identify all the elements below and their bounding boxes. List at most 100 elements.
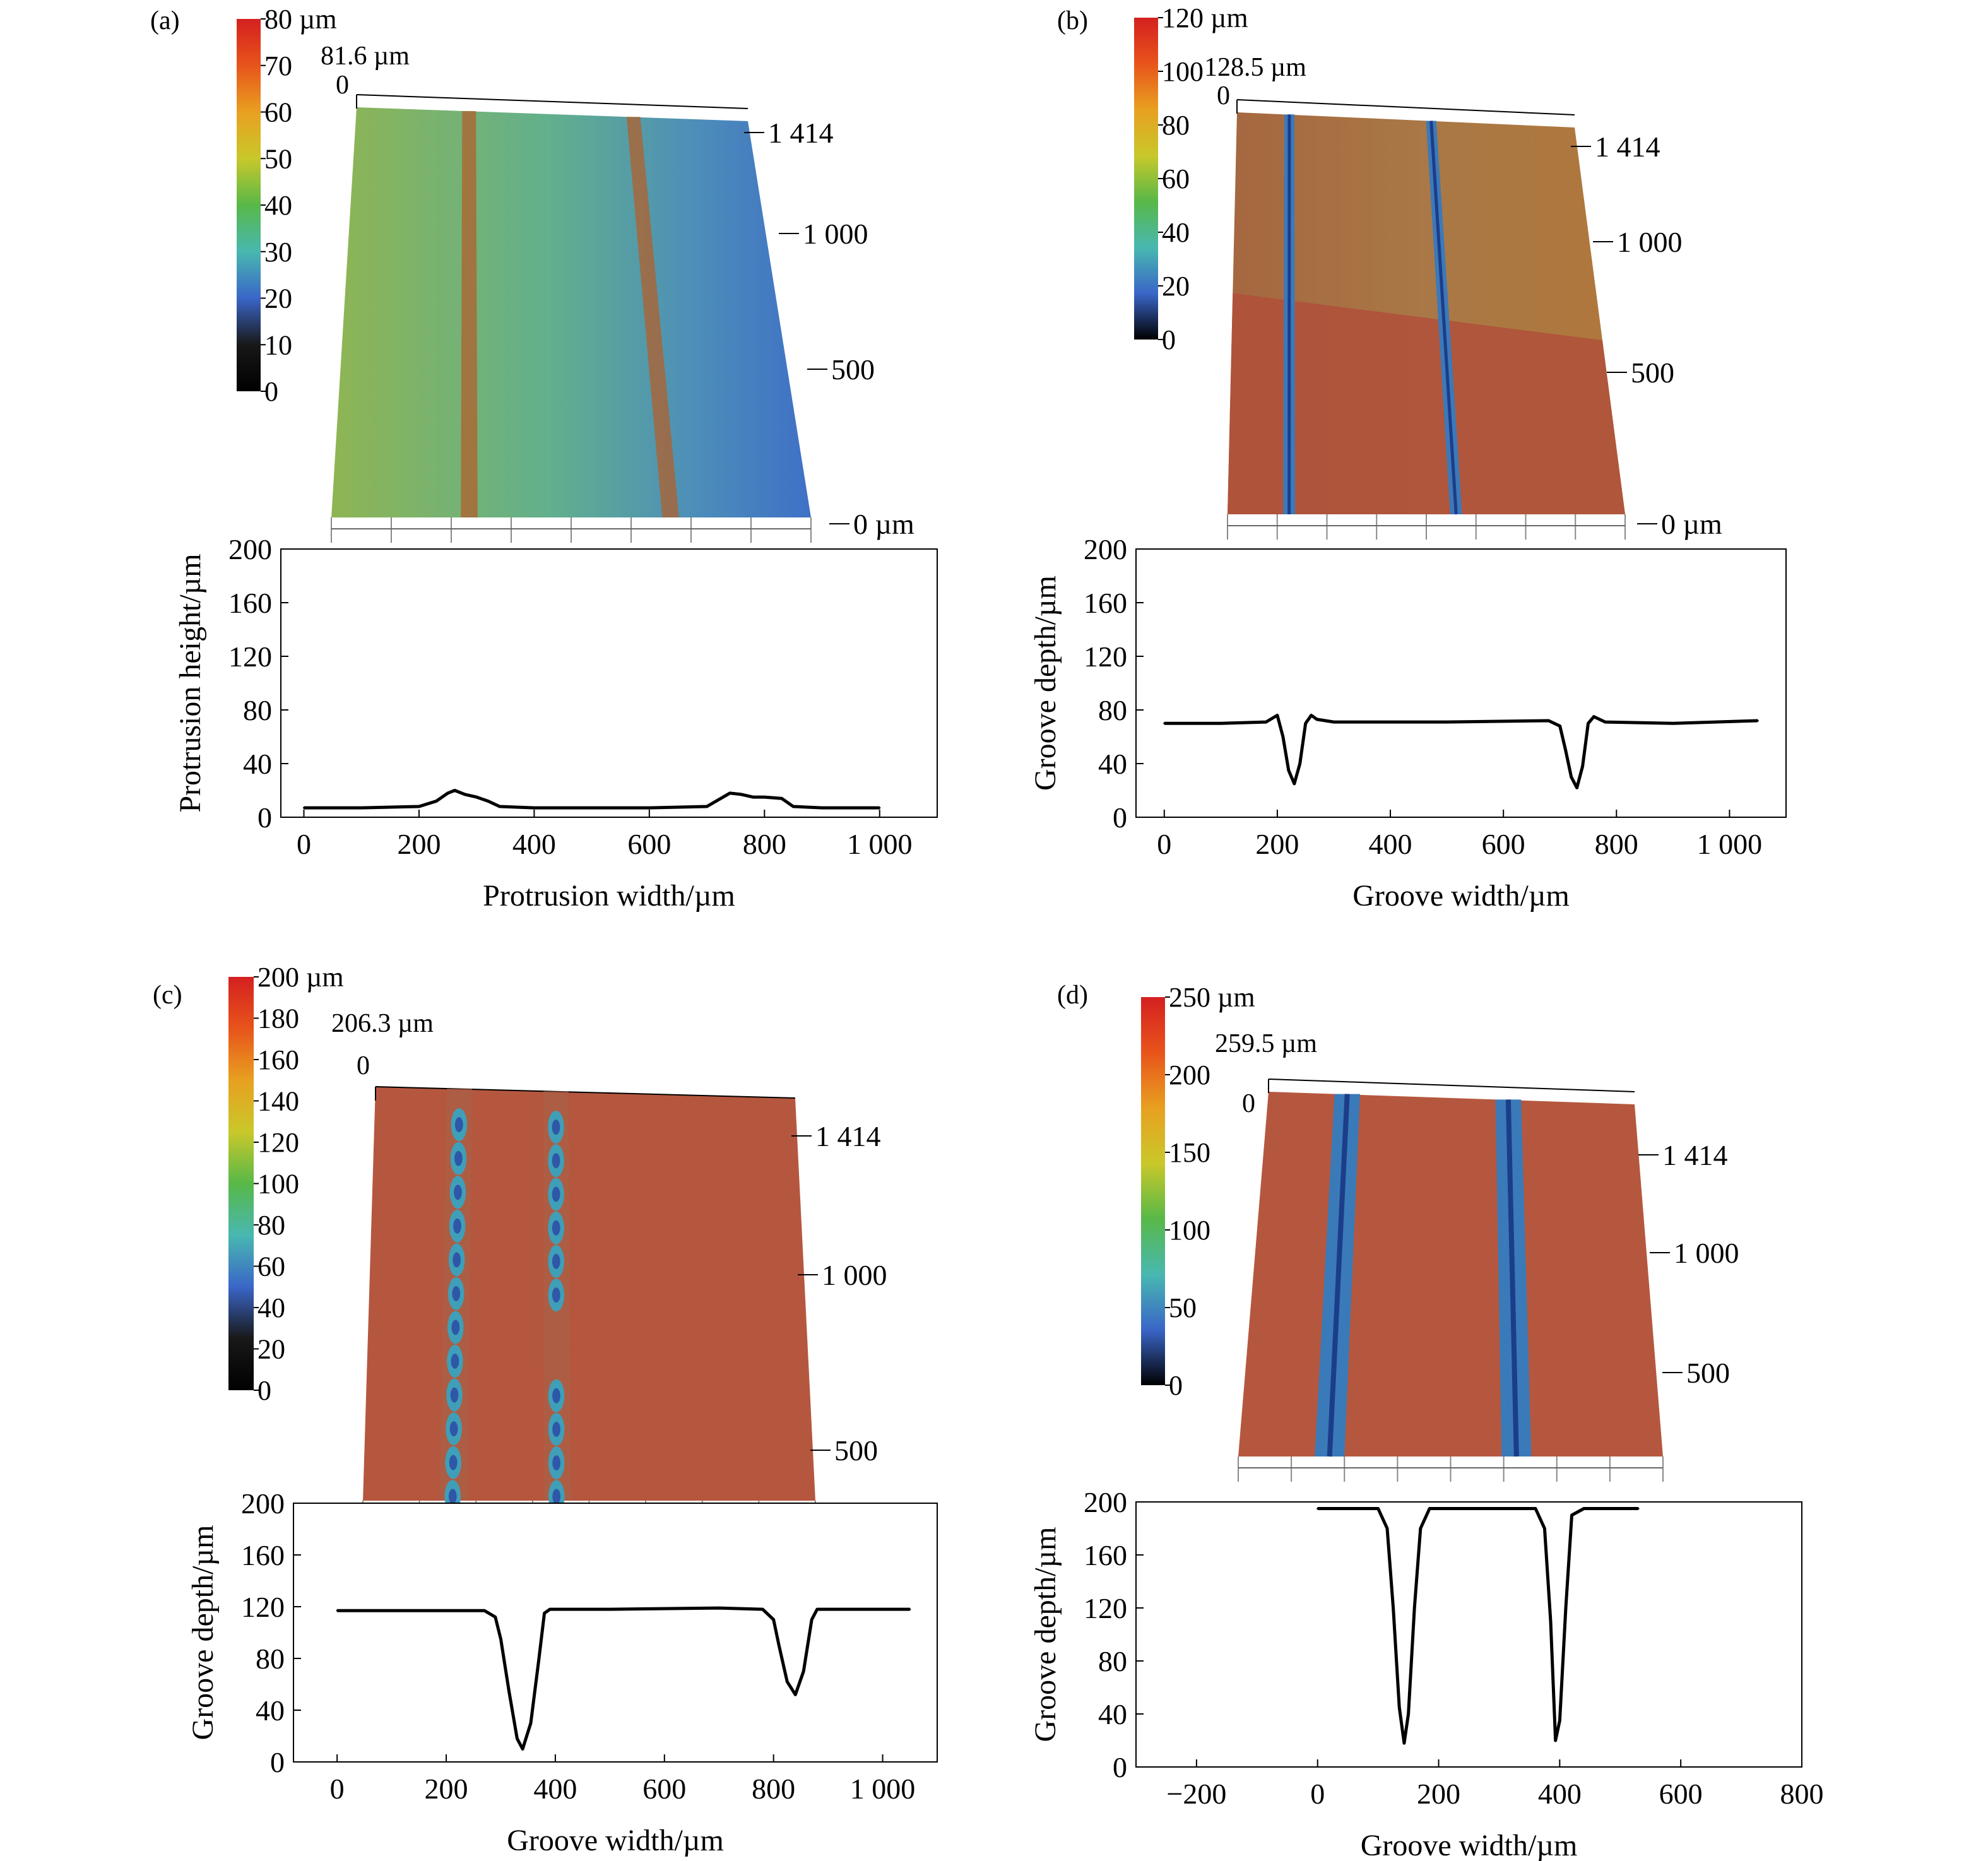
profile-line bbox=[1317, 1507, 1638, 1745]
x-tick-label: 200 bbox=[425, 1773, 468, 1805]
x-tick-label: 800 bbox=[743, 828, 786, 860]
y-axis-label: Groove depth/µm bbox=[1029, 576, 1062, 791]
profile-point bbox=[302, 806, 305, 809]
profile-point bbox=[648, 806, 651, 809]
surface-groove-pit bbox=[449, 1455, 458, 1470]
surface-max-label: 206.3 µm bbox=[331, 1009, 434, 1038]
surface-groove-pit bbox=[552, 1455, 561, 1471]
surface-max-label: 259.5 µm bbox=[1215, 1029, 1317, 1058]
x-tick-label: 200 bbox=[1255, 828, 1299, 860]
surface-groove-pit bbox=[453, 1218, 461, 1234]
surface-depth-tick-label: 1 414 bbox=[1662, 1139, 1728, 1171]
profile-point bbox=[761, 1608, 764, 1610]
y-tick-label: 40 bbox=[256, 1694, 285, 1727]
surface-groove-pit bbox=[448, 1489, 457, 1504]
colorbar: 80 µm 70 60 50 40 30 20 10 0 bbox=[237, 4, 337, 407]
colorbar-tick-label: 20 bbox=[1162, 271, 1190, 302]
y-tick-label: 160 bbox=[241, 1539, 285, 1571]
y-tick-label: 80 bbox=[1098, 1645, 1127, 1677]
surface-groove-pit bbox=[449, 1421, 458, 1437]
colorbar-tick-label: 50 bbox=[1169, 1292, 1197, 1323]
surface-groove-pit bbox=[552, 1120, 560, 1135]
surface-groove-pit bbox=[454, 1150, 463, 1166]
profile-point bbox=[1446, 721, 1448, 723]
x-tick-label: 200 bbox=[1417, 1778, 1460, 1810]
x-tick-label: 600 bbox=[627, 828, 671, 860]
surface-zero-label: 0 bbox=[1242, 1089, 1255, 1118]
colorbar-tick-label: 140 bbox=[257, 1086, 299, 1117]
x-tick-label: −200 bbox=[1166, 1778, 1226, 1810]
surface-groove-pit bbox=[454, 1117, 463, 1133]
x-tick-label: 600 bbox=[1659, 1778, 1703, 1810]
profile-point bbox=[1571, 1514, 1573, 1516]
profile-point bbox=[1592, 716, 1595, 718]
profile-point bbox=[494, 1616, 497, 1618]
profile-point bbox=[1163, 722, 1166, 724]
profile-point bbox=[1352, 1508, 1355, 1509]
profile-point bbox=[418, 805, 420, 808]
surface-face bbox=[1238, 1092, 1663, 1456]
x-tick-label: 600 bbox=[642, 1773, 686, 1805]
surface-depth-tick-label: 500 bbox=[834, 1434, 878, 1467]
profile-point bbox=[1554, 1739, 1557, 1742]
surface-top-edge bbox=[356, 94, 748, 109]
profile-chart: 0 200 400 600 800 1 000 0 40 80 120 160 200 Groove w… bbox=[186, 1487, 938, 1857]
surface-protrusion bbox=[461, 110, 478, 517]
profile-point bbox=[1386, 1527, 1388, 1530]
y-tick-label: 0 bbox=[270, 1746, 285, 1778]
profile-point bbox=[360, 806, 363, 809]
colorbar-tick-label: 80 bbox=[1162, 110, 1190, 141]
x-tick-label: 600 bbox=[1482, 828, 1525, 860]
x-tick-label: 400 bbox=[1538, 1778, 1582, 1810]
profile-point bbox=[608, 1608, 611, 1610]
colorbar: 200 µm 180 160 140 120 100 80 60 40 20 0 bbox=[228, 962, 344, 1406]
surface-groove-pit bbox=[552, 1388, 560, 1403]
surface-depth-axis: 1 414 1 000 500 0 µm bbox=[744, 117, 914, 540]
profile-point bbox=[1543, 1527, 1546, 1530]
surface-groove-pit bbox=[454, 1185, 462, 1200]
profile-point bbox=[729, 792, 731, 795]
colorbar-tick-label: 250 µm bbox=[1169, 982, 1255, 1013]
profile-point bbox=[1428, 1508, 1431, 1509]
profile-point bbox=[1565, 749, 1567, 752]
colorbar-tick-label: 40 bbox=[264, 190, 292, 221]
colorbar-tick-label: 50 bbox=[264, 143, 292, 174]
profile-chart: 0 200 400 600 800 1 000 0 40 80 120 160 200 Groove w… bbox=[1029, 533, 1787, 913]
colorbar-tick-label: 150 bbox=[1169, 1137, 1210, 1168]
surface-top-edge bbox=[1268, 1078, 1635, 1092]
y-tick-label: 80 bbox=[243, 694, 272, 726]
surface-protrusion bbox=[626, 117, 679, 517]
profile-point bbox=[1438, 1508, 1440, 1509]
surface-groove-pit bbox=[552, 1287, 560, 1303]
y-tick-label: 200 bbox=[1084, 1486, 1127, 1518]
colorbar-tick-label: 120 bbox=[257, 1127, 299, 1158]
colorbar-tick-label: 0 bbox=[257, 1375, 271, 1406]
panel-label: (a) bbox=[150, 6, 180, 35]
surface-max-label: 128.5 µm bbox=[1204, 53, 1306, 82]
y-tick-label: 40 bbox=[1098, 748, 1127, 780]
surface-depth-tick-label: 1 414 bbox=[1595, 131, 1660, 163]
profile-point bbox=[507, 1689, 510, 1692]
profile-point bbox=[1282, 736, 1284, 738]
profile-point bbox=[1265, 721, 1267, 723]
profile-point bbox=[530, 1722, 532, 1724]
colorbar: 250 µm 200 150 100 50 0 bbox=[1141, 982, 1255, 1401]
profile-point bbox=[1219, 722, 1222, 724]
surface-groove-pit bbox=[552, 1253, 560, 1269]
profile-point bbox=[445, 1609, 447, 1612]
profile-point bbox=[336, 1609, 338, 1612]
y-axis-label: Groove depth/µm bbox=[1029, 1527, 1062, 1742]
surface-groove-bottom bbox=[1505, 1099, 1519, 1457]
y-tick-label: 80 bbox=[256, 1643, 285, 1675]
x-tick-label: 800 bbox=[1595, 828, 1638, 860]
x-tick-label: 0 bbox=[297, 828, 311, 860]
profile-point bbox=[1299, 762, 1301, 765]
panel-label: (c) bbox=[153, 981, 182, 1010]
surface-top-edge bbox=[1236, 99, 1575, 115]
surface-depth-tick-label: 1 000 bbox=[822, 1259, 887, 1291]
profile-point bbox=[1587, 722, 1590, 724]
surface-face bbox=[363, 1087, 815, 1501]
colorbar-tick-label: 200 bbox=[1169, 1060, 1210, 1090]
profile-point bbox=[483, 1609, 486, 1612]
colorbar-tick-label: 30 bbox=[264, 237, 292, 268]
